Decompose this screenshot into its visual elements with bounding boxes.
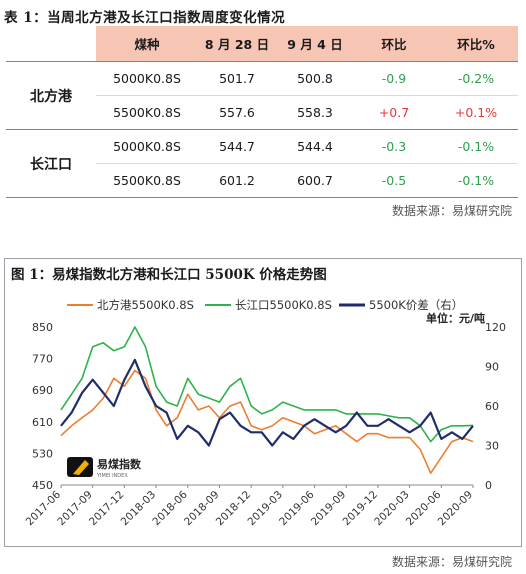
table-row: 5500K0.8S 601.2 600.7 -0.5 -0.1% xyxy=(6,163,518,198)
figure-source: 数据来源：易煤研究院 xyxy=(391,555,512,569)
cell-grade: 5500K0.8S xyxy=(96,95,198,130)
price-change-table: 煤种 8 月 28 日 9 月 4 日 环比 环比% 北方港 5000K0.8S… xyxy=(6,26,518,198)
cell-aug28: 557.6 xyxy=(198,95,276,130)
header-sep4: 9 月 4 日 xyxy=(276,26,354,62)
series-line xyxy=(60,358,474,447)
header-aug28: 8 月 28 日 xyxy=(198,26,276,62)
table-row: 5500K0.8S 557.6 558.3 +0.7 +0.1% xyxy=(6,95,518,130)
y-left-tick-label: 690 xyxy=(32,384,53,397)
logo-icon xyxy=(73,460,89,475)
table-source: 数据来源：易煤研究院 xyxy=(391,204,512,218)
cell-chg: -0.9 xyxy=(354,61,434,96)
cell-chg: +0.7 xyxy=(354,95,434,130)
cell-sep4: 500.8 xyxy=(276,61,354,96)
y-left-tick-label: 530 xyxy=(32,447,53,460)
series-line xyxy=(60,369,474,474)
header-blank xyxy=(6,26,96,62)
x-tick-label: 2020-09 xyxy=(436,489,476,529)
cell-pct: -0.2% xyxy=(434,61,518,96)
legend-label: 5500K价差（右） xyxy=(369,298,463,312)
y-left-tick-label: 770 xyxy=(32,353,53,366)
logo-text: 易煤指数 xyxy=(97,457,142,471)
cell-pct: -0.1% xyxy=(434,163,518,198)
cell-aug28: 544.7 xyxy=(198,129,276,164)
y-right-tick-label: 90 xyxy=(485,361,499,374)
cell-grade: 5000K0.8S xyxy=(96,61,198,96)
table-header-row: 煤种 8 月 28 日 9 月 4 日 环比 环比% xyxy=(6,26,518,62)
y-right-tick-label: 120 xyxy=(485,321,506,334)
cell-sep4: 544.4 xyxy=(276,129,354,164)
cell-pct: -0.1% xyxy=(434,129,518,164)
cell-grade: 5000K0.8S xyxy=(96,129,198,164)
series-line xyxy=(60,326,474,443)
unit-label: 单位：元/吨 xyxy=(426,311,485,325)
header-grade: 煤种 xyxy=(96,26,198,62)
logo-subtext: YIMEI INDEX xyxy=(96,473,128,479)
cell-chg: -0.5 xyxy=(354,163,434,198)
header-chg: 环比 xyxy=(354,26,434,62)
group-name: 长江口 xyxy=(6,129,96,198)
chart-frame: 图 1：易煤指数北方港和长江口 5500K 价格走势图 450 530 610 690… xyxy=(4,258,522,547)
y-left-tick-label: 450 xyxy=(32,479,53,492)
y-right-tick-label: 30 xyxy=(485,440,499,453)
table-caption: 表 1：当周北方港及长江口指数周度变化情况 xyxy=(4,10,286,26)
table-row: 北方港 5000K0.8S 501.7 500.8 -0.9 -0.2% xyxy=(6,61,518,130)
figure-caption: 图 1：易煤指数北方港和长江口 5500K 价格走势图 xyxy=(11,267,327,283)
cell-chg: -0.3 xyxy=(354,129,434,164)
cell-pct: +0.1% xyxy=(434,95,518,130)
y-right-tick-label: 0 xyxy=(485,479,492,492)
legend-label: 北方港5500K0.8S xyxy=(97,298,194,312)
header-pct: 环比% xyxy=(434,26,518,62)
y-right-tick-label: 60 xyxy=(485,400,499,413)
cell-aug28: 501.7 xyxy=(198,61,276,96)
cell-sep4: 600.7 xyxy=(276,163,354,198)
y-left-tick-label: 610 xyxy=(32,416,53,429)
table-row: 长江口 5000K0.8S 544.7 544.4 -0.3 -0.1% xyxy=(6,129,518,198)
cell-sep4: 558.3 xyxy=(276,95,354,130)
legend-label: 长江口5500K0.8S xyxy=(235,298,332,312)
group-name: 北方港 xyxy=(6,61,96,130)
price-trend-chart: 45053061069077085003060901202017-062017-… xyxy=(24,298,506,529)
cell-grade: 5500K0.8S xyxy=(96,163,198,198)
cell-aug28: 601.2 xyxy=(198,163,276,198)
y-left-tick-label: 850 xyxy=(32,321,53,334)
